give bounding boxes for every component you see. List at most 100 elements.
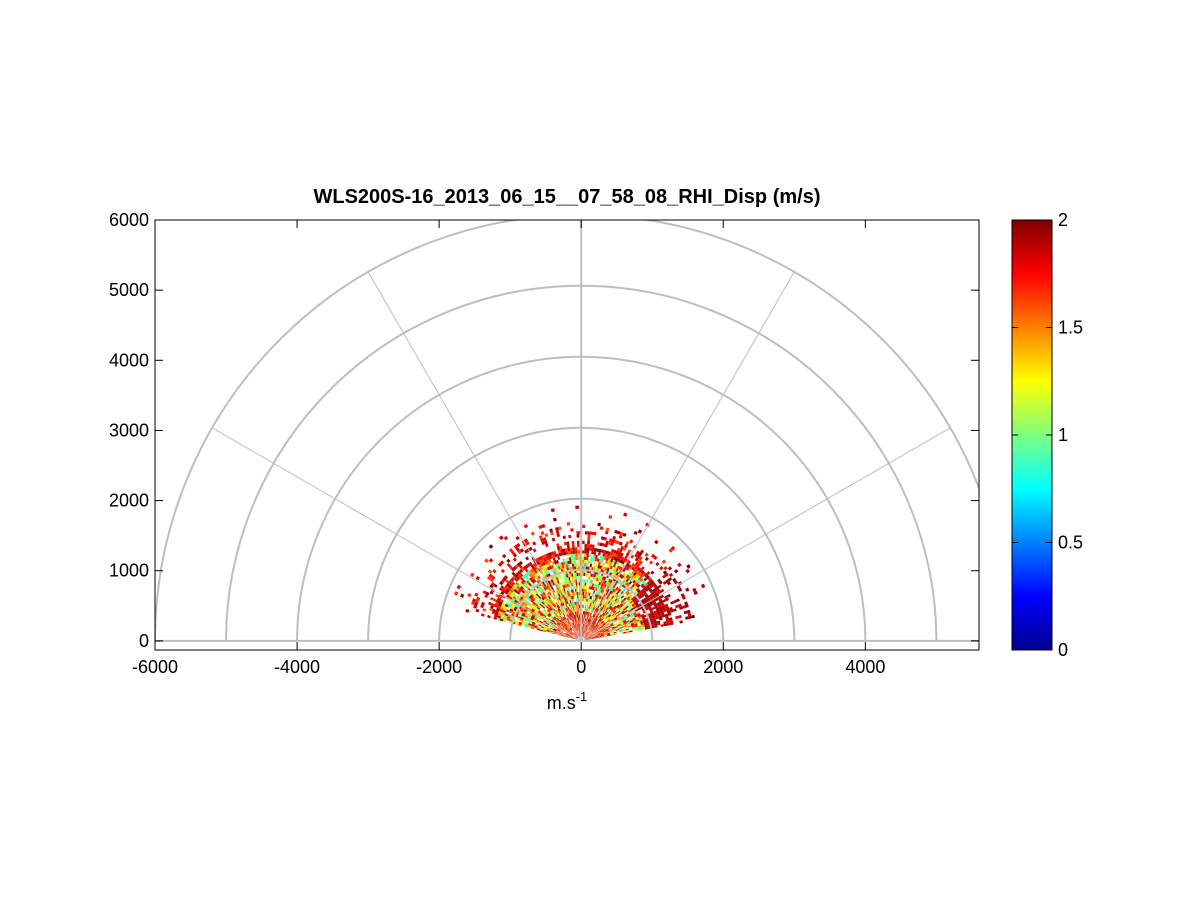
data-cell [578,557,580,560]
data-cell [594,581,596,584]
data-cell [578,589,580,592]
data-cell [492,569,496,573]
data-cell [586,579,588,582]
data-cell [525,556,529,560]
data-cell [568,554,571,557]
data-cell [668,566,672,570]
colorbar-tick-label: 0.5 [1058,533,1083,553]
y-tick-label: 2000 [109,491,149,511]
data-cell [488,569,492,573]
data-cell [593,551,596,555]
data-cell [578,563,580,566]
data-cell [579,592,580,595]
data-cell [623,513,627,517]
data-cell [675,616,679,619]
data-cell [573,557,575,560]
data-cell [638,529,642,533]
data-cell [678,615,682,618]
data-cell [583,605,584,608]
data-cell [685,616,689,619]
data-cell [578,573,580,576]
polar-spoke [581,272,794,641]
data-cell [573,551,576,554]
data-cell [579,585,581,588]
data-cell [590,532,593,535]
data-cell [586,586,588,589]
data-cell [454,591,458,595]
data-cell [685,569,690,574]
data-cell [467,593,471,597]
data-cell [513,557,517,561]
colorbar-tick-label: 0 [1058,640,1068,660]
data-cell [558,527,562,531]
data-cell [649,560,653,564]
data-cell [470,573,474,578]
data-cell [654,540,659,545]
data-cell [564,542,567,546]
data-cell [573,554,576,557]
data-cell [588,531,591,534]
data-cell [685,588,689,592]
data-cell [578,560,580,563]
data-cell [567,522,570,526]
data-cell [679,620,683,623]
data-cell [575,557,577,560]
y-tick-label: 0 [139,631,149,651]
data-cell [587,550,590,553]
data-cell [645,553,649,557]
data-cell [533,548,537,552]
data-cell [570,551,573,554]
data-cell [575,579,577,582]
data-cell [605,531,609,535]
polar-spoke [212,428,581,641]
data-cell [582,560,584,563]
data-cell [578,576,580,579]
data-cell [661,624,665,627]
data-cell [585,605,586,608]
data-cell [576,531,579,534]
data-cell [579,579,581,582]
data-cell [567,548,570,551]
data-cell [650,571,654,575]
data-cell [663,566,667,570]
data-cell [566,541,569,545]
data-cell [587,541,590,544]
data-cell [577,534,580,537]
data-cell [701,584,705,589]
data-cell [585,582,587,585]
data-cell [557,556,560,560]
data-cell [594,561,597,565]
data-cell [572,541,575,544]
data-cell [593,590,595,593]
data-cell [659,566,663,570]
data-cell [591,551,594,554]
data-cell [585,589,587,592]
data-cell [531,531,535,535]
data-cell [597,523,601,527]
data-cell [489,558,493,562]
data-cell [591,548,594,551]
data-cell [588,560,590,563]
data-cell [588,589,590,592]
data-cell [674,569,678,573]
data-cell [571,554,574,557]
data-cell [499,535,504,540]
data-cell [570,586,572,589]
data-cell [585,573,587,576]
data-cell [586,554,588,557]
data-cell [465,609,469,613]
data-cell [583,582,585,585]
data-cell [590,560,592,563]
data-cell [524,524,528,528]
data-cell [568,535,571,538]
data-cell [577,541,580,544]
data-cell [577,576,579,579]
data-cell [572,544,575,547]
data-cell [583,589,584,592]
data-cell [567,545,570,549]
data-cell [571,557,573,560]
data-cell [582,550,584,553]
x-axis-label: m.s-1 [547,689,588,713]
data-cell [686,564,691,569]
